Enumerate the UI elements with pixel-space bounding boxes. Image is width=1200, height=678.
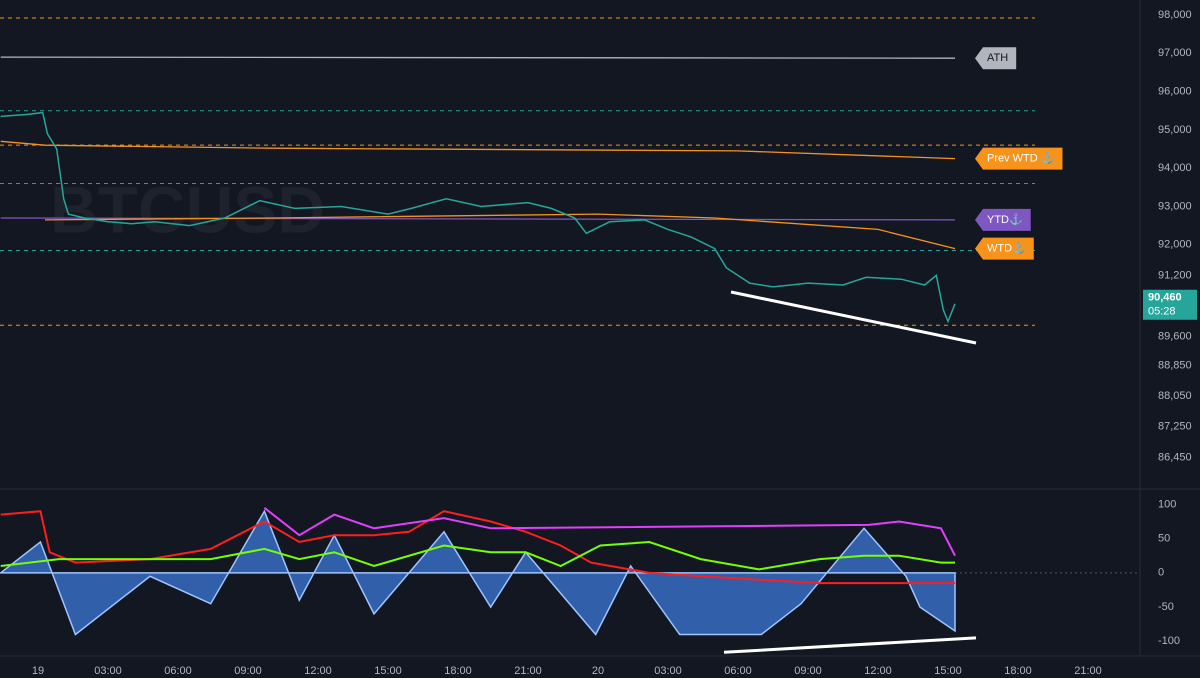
price-tag <box>1143 289 1197 320</box>
x-tick-label: 19 <box>32 665 44 677</box>
y-tick-label: 89,600 <box>1158 331 1192 343</box>
price-line <box>0 111 956 324</box>
x-tick-label: 21:00 <box>1074 665 1102 677</box>
osc-area <box>0 509 956 636</box>
x-tick-label: 18:00 <box>1004 665 1032 677</box>
y-tick-label: 0 <box>1158 567 1164 579</box>
osc-line <box>0 540 955 571</box>
reference-label: Prev WTD ⚓ <box>975 147 1063 170</box>
x-tick-label: 09:00 <box>234 665 262 677</box>
reference-line <box>0 56 956 59</box>
y-tick-label: -100 <box>1158 635 1180 647</box>
x-tick-label: 15:00 <box>934 665 962 677</box>
x-tick-label: 12:00 <box>304 665 332 677</box>
y-tick-label: 86,450 <box>1158 451 1192 463</box>
x-tick-label: 06:00 <box>724 665 752 677</box>
reference-label-text: ATH <box>987 52 1008 64</box>
y-tick-label: 96,000 <box>1158 85 1192 97</box>
x-tick-label: 15:00 <box>374 665 402 677</box>
osc-line <box>263 507 956 557</box>
y-tick-label: 98,000 <box>1158 9 1192 21</box>
reference-label: YTD⚓ <box>975 208 1031 231</box>
x-tick-label: 06:00 <box>164 665 192 677</box>
reference-line <box>44 213 956 250</box>
x-tick-label: 21:00 <box>514 665 542 677</box>
y-tick-label: 100 <box>1158 498 1176 510</box>
reference-label-box <box>975 47 1017 70</box>
y-tick-label: 91,200 <box>1158 269 1192 281</box>
x-tick-label: 12:00 <box>864 665 892 677</box>
y-tick-label: -50 <box>1158 601 1174 613</box>
x-tick-label: 03:00 <box>654 665 682 677</box>
reference-label-box <box>975 147 1063 170</box>
x-tick-label: 18:00 <box>444 665 472 677</box>
reference-label-box <box>975 237 1034 260</box>
x-tick-label: 03:00 <box>94 665 122 677</box>
y-tick-label: 88,050 <box>1158 390 1192 402</box>
countdown: 05:28 <box>1148 306 1176 318</box>
reference-label-text: Prev WTD ⚓ <box>987 151 1054 164</box>
x-tick-label: 09:00 <box>794 665 822 677</box>
reference-label-box <box>975 208 1031 231</box>
reference-label-text: WTD⚓ <box>987 242 1026 255</box>
price-tag-text: 90,460 <box>1148 292 1182 304</box>
trend-line <box>723 636 977 654</box>
y-tick-label: 95,000 <box>1158 124 1192 136</box>
trend-line <box>730 290 977 345</box>
y-tick-label: 50 <box>1158 533 1170 545</box>
x-tick-label: 20 <box>592 665 604 677</box>
y-tick-label: 93,000 <box>1158 200 1192 212</box>
reference-label: ATH <box>975 47 1017 70</box>
y-tick-label: 97,000 <box>1158 47 1192 59</box>
y-tick-label: 94,000 <box>1158 162 1192 174</box>
reference-label-text: YTD⚓ <box>987 213 1023 226</box>
watermark: BTCUSD <box>50 172 325 246</box>
y-tick-label: 87,250 <box>1158 421 1192 433</box>
y-tick-label: 88,850 <box>1158 359 1192 371</box>
reference-line <box>0 140 956 160</box>
reference-label: WTD⚓ <box>975 237 1034 260</box>
y-tick-label: 92,000 <box>1158 239 1192 251</box>
